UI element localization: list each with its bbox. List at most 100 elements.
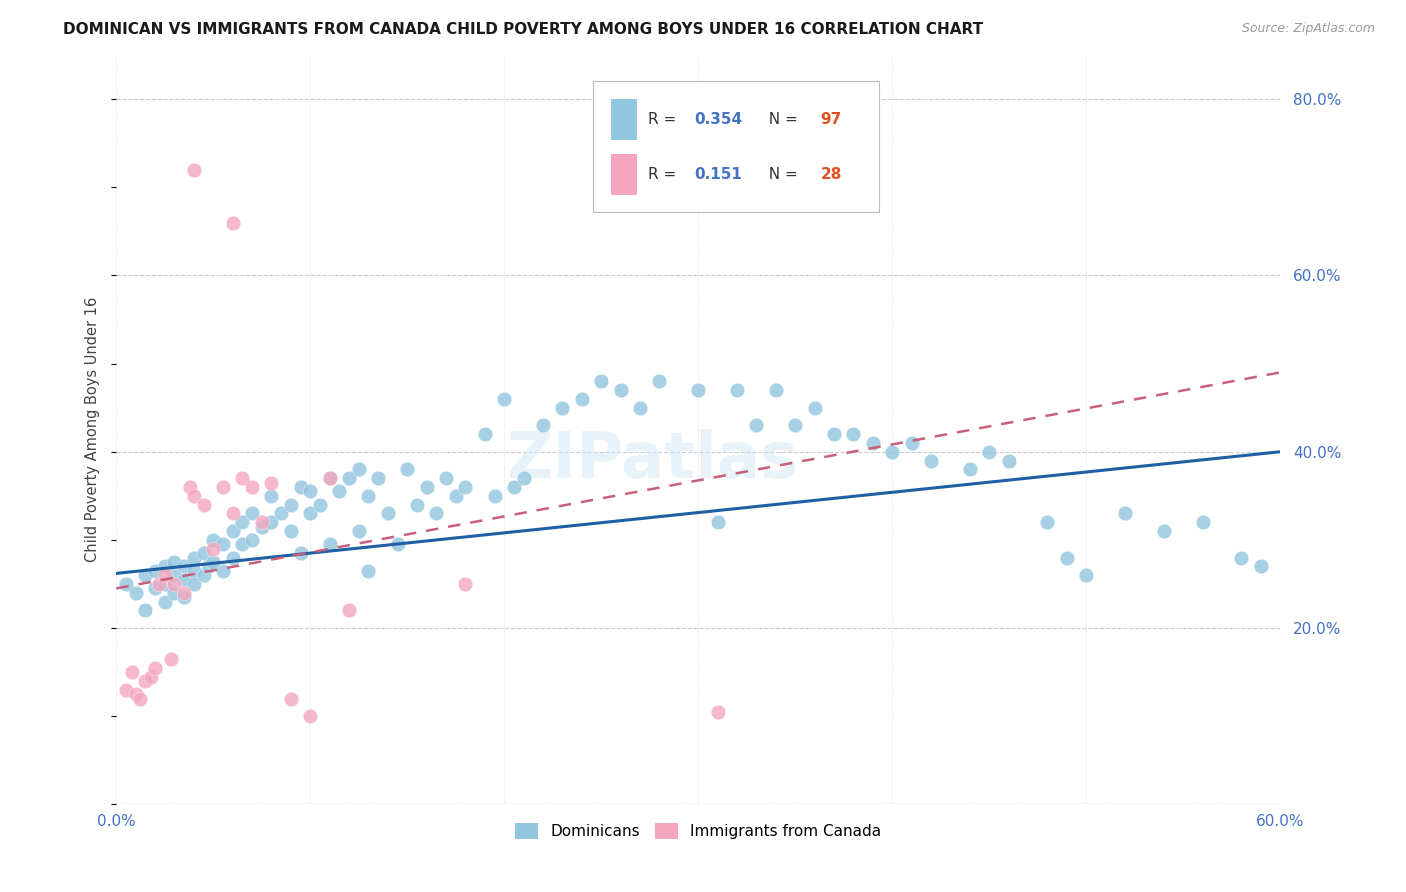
Point: [124, 687, 146, 701]
Point: [454, 577, 477, 591]
Point: [318, 537, 340, 551]
Point: [842, 427, 865, 442]
Point: [803, 401, 825, 415]
Point: [270, 507, 292, 521]
Point: [221, 524, 243, 538]
Point: [648, 374, 671, 388]
Point: [299, 709, 322, 723]
Text: 0.354: 0.354: [695, 112, 742, 128]
Point: [531, 418, 554, 433]
Point: [173, 590, 195, 604]
Point: [143, 564, 166, 578]
Point: [882, 444, 904, 458]
Point: [823, 427, 845, 442]
Point: [628, 401, 651, 415]
Point: [115, 682, 138, 697]
Point: [706, 516, 728, 530]
Point: [745, 418, 768, 433]
Point: [706, 705, 728, 719]
Point: [337, 471, 360, 485]
Point: [163, 568, 186, 582]
Point: [1191, 516, 1213, 530]
Point: [357, 564, 380, 578]
Point: [299, 507, 322, 521]
Point: [503, 480, 526, 494]
Point: [406, 498, 429, 512]
Point: [153, 594, 176, 608]
Point: [1153, 524, 1175, 538]
Point: [212, 564, 235, 578]
Point: [134, 603, 156, 617]
Point: [609, 383, 631, 397]
Point: [474, 427, 496, 442]
Point: [260, 475, 283, 490]
Text: ZIPatlas: ZIPatlas: [506, 429, 797, 491]
Point: [153, 568, 176, 582]
Point: [193, 546, 215, 560]
Point: [143, 661, 166, 675]
FancyBboxPatch shape: [593, 81, 879, 212]
Point: [121, 665, 143, 679]
Point: [551, 401, 574, 415]
Point: [153, 577, 176, 591]
Point: [115, 577, 138, 591]
Point: [1074, 568, 1097, 582]
Point: [425, 507, 447, 521]
Point: [231, 516, 253, 530]
Text: N =: N =: [759, 167, 803, 182]
Point: [377, 507, 399, 521]
Point: [765, 383, 787, 397]
Point: [979, 444, 1001, 458]
Point: [173, 559, 195, 574]
Point: [571, 392, 593, 406]
Point: [141, 669, 163, 683]
Text: N =: N =: [759, 112, 803, 128]
Point: [143, 582, 166, 596]
Point: [250, 519, 273, 533]
Point: [785, 418, 807, 433]
Point: [337, 603, 360, 617]
Point: [173, 586, 195, 600]
Point: [997, 453, 1019, 467]
Point: [725, 383, 748, 397]
Point: [318, 471, 340, 485]
Point: [240, 533, 263, 547]
Point: [1114, 507, 1136, 521]
Point: [280, 524, 302, 538]
Point: [202, 541, 225, 556]
Point: [396, 462, 419, 476]
Point: [202, 533, 225, 547]
Point: [231, 471, 253, 485]
Point: [357, 489, 380, 503]
Point: [179, 480, 201, 494]
Point: [193, 498, 215, 512]
Point: [280, 498, 302, 512]
Point: [725, 198, 748, 212]
Point: [900, 436, 922, 450]
Point: [299, 484, 322, 499]
Text: R =: R =: [648, 167, 686, 182]
Point: [221, 216, 243, 230]
FancyBboxPatch shape: [610, 153, 637, 194]
Point: [387, 537, 409, 551]
Point: [240, 507, 263, 521]
Point: [128, 691, 150, 706]
Point: [484, 489, 506, 503]
Point: [367, 471, 389, 485]
Point: [415, 480, 437, 494]
Y-axis label: Child Poverty Among Boys Under 16: Child Poverty Among Boys Under 16: [86, 297, 100, 562]
Point: [688, 383, 710, 397]
Point: [221, 507, 243, 521]
Point: [221, 550, 243, 565]
Point: [198, 559, 221, 574]
Text: 97: 97: [820, 112, 842, 128]
Point: [444, 489, 467, 503]
Point: [134, 673, 156, 688]
Point: [124, 586, 146, 600]
Point: [231, 537, 253, 551]
Point: [163, 577, 186, 591]
Point: [148, 577, 170, 591]
Point: [163, 555, 186, 569]
Text: DOMINICAN VS IMMIGRANTS FROM CANADA CHILD POVERTY AMONG BOYS UNDER 16 CORRELATIO: DOMINICAN VS IMMIGRANTS FROM CANADA CHIL…: [63, 22, 983, 37]
Point: [512, 471, 534, 485]
